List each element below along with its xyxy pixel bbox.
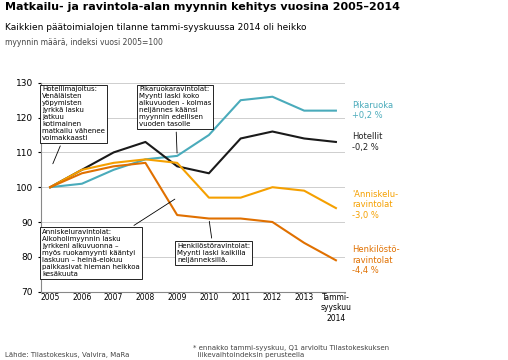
Text: Matkailu- ja ravintola-alan myynnin kehitys vuosina 2005–2014: Matkailu- ja ravintola-alan myynnin kehi… [5, 2, 400, 12]
Text: Pikaruokaravintolat:
Myynti laski koko
alkuvuoden - kolmas
neljännes käänsi
myyn: Pikaruokaravintolat: Myynti laski koko a… [139, 86, 211, 153]
Text: Kaikkien päätoimialojen tilanne tammi-syyskuussa 2014 oli heikko: Kaikkien päätoimialojen tilanne tammi-sy… [5, 23, 307, 32]
Text: 'Anniskelu-
ravintolat
-3,0 %: 'Anniskelu- ravintolat -3,0 % [352, 190, 398, 220]
Text: Henkilöstö-
ravintolat
-4,4 %: Henkilöstö- ravintolat -4,4 % [352, 246, 400, 275]
Text: Henkilöstöravintolat:
Myynti laski kaikilla
neljänneksillä.: Henkilöstöravintolat: Myynti laski kaiki… [177, 221, 250, 263]
Text: Hotellit
-0,2 %: Hotellit -0,2 % [352, 132, 383, 152]
Text: Pikaruoka
+0,2 %: Pikaruoka +0,2 % [352, 101, 393, 120]
Text: myynnin määrä, indeksi vuosi 2005=100: myynnin määrä, indeksi vuosi 2005=100 [5, 38, 163, 47]
Text: Lähde: Tilastokeskus, Valvira, MaRa: Lähde: Tilastokeskus, Valvira, MaRa [5, 352, 130, 358]
Text: Anniskeluravintolat:
Alkoholimyynnin lasku
jyrkkeni alkuvuonna –
myös ruokamyynt: Anniskeluravintolat: Alkoholimyynnin las… [42, 199, 175, 277]
Text: * ennakko tammi-syyskuu, Q1 arvioitu Tilastokeskuksen
  liikevaihtoindeksin peru: * ennakko tammi-syyskuu, Q1 arvioitu Til… [193, 345, 389, 358]
Text: Hotellimajoitus:
Venäläisten
yöpymisten
jyrkkä lasku
jatkuu
kotimainen
matkailu : Hotellimajoitus: Venäläisten yöpymisten … [42, 86, 105, 164]
